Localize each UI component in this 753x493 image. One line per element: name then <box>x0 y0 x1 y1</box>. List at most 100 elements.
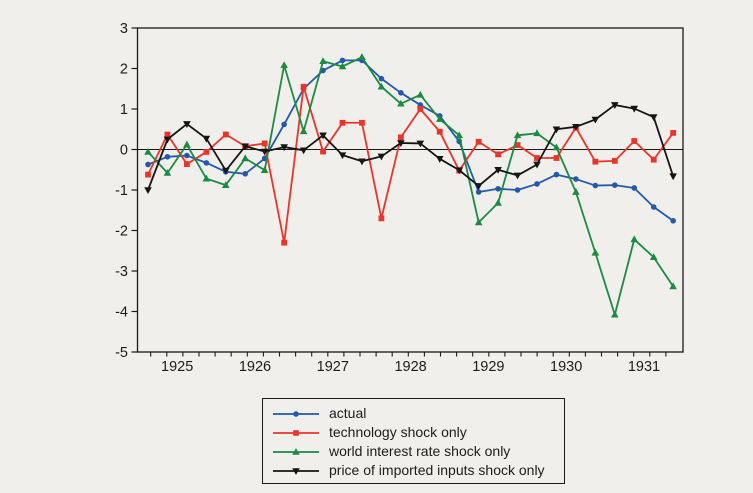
data-point <box>592 182 599 189</box>
x-year-label: 1925 <box>161 359 193 375</box>
legend-label-actual: actual <box>329 405 367 421</box>
data-point <box>475 189 482 195</box>
y-tick-label: 2 <box>120 62 128 78</box>
plot-border <box>136 27 684 353</box>
data-point <box>650 156 657 163</box>
data-point <box>435 115 444 122</box>
series-price-of-imported-inputs-shock-only <box>144 102 677 194</box>
data-point <box>300 83 307 90</box>
series-technology-shock-only <box>145 83 677 246</box>
data-point <box>203 149 210 155</box>
series-world-interest-rate-shock-only <box>144 53 677 318</box>
data-point <box>631 185 638 191</box>
actual-line-marker-icon <box>273 410 319 417</box>
data-point <box>553 171 560 178</box>
y-axis: 3 2 1 0 -1 -2 -3 -4 -5 <box>115 21 138 361</box>
data-point <box>144 187 152 194</box>
data-point <box>669 282 677 290</box>
data-point <box>397 140 405 148</box>
data-point <box>513 172 522 180</box>
x-year-label: 1926 <box>239 359 271 375</box>
y-tick-label: -4 <box>115 305 128 321</box>
legend-label-technology-shock: technology shock only <box>329 424 467 440</box>
data-point <box>145 171 151 178</box>
y-tick-label: 3 <box>120 21 128 37</box>
data-point <box>242 171 249 177</box>
data-point <box>241 143 250 151</box>
data-point <box>280 144 288 152</box>
data-point <box>398 90 404 96</box>
data-point <box>630 235 639 243</box>
data-point <box>436 128 443 135</box>
data-point <box>184 161 190 167</box>
data-point <box>164 131 171 138</box>
data-point <box>416 90 425 98</box>
data-point <box>649 253 658 261</box>
legend-item-world-interest-rate-shock: world interest rate shock only <box>273 442 564 461</box>
data-point <box>339 57 346 64</box>
technology-line-marker-icon <box>273 429 319 436</box>
data-point <box>261 140 268 147</box>
data-point <box>474 218 483 226</box>
series-line-technology-shock-only <box>147 85 674 244</box>
data-point <box>612 182 618 188</box>
data-point <box>591 116 600 124</box>
data-point <box>553 155 560 161</box>
data-point <box>494 198 502 206</box>
data-point <box>358 53 366 60</box>
data-point <box>281 121 287 128</box>
imported-inputs-line-marker-icon <box>273 467 319 475</box>
series-line-price-of-imported-inputs-shock-only <box>147 104 675 191</box>
data-point <box>319 132 327 140</box>
data-point <box>435 156 444 163</box>
data-point <box>222 131 229 138</box>
data-point <box>552 143 561 151</box>
data-point <box>455 167 463 175</box>
data-point <box>299 147 308 155</box>
x-year-label: 1930 <box>550 359 582 375</box>
legend-item-technology-shock: technology shock only <box>273 423 564 442</box>
data-point <box>670 217 676 224</box>
x-axis: 1925 1926 1927 1928 1929 1930 1931 <box>150 352 667 375</box>
y-tick-label: -5 <box>115 345 128 361</box>
y-tick-label: 1 <box>120 102 128 118</box>
data-point <box>378 215 385 222</box>
data-point <box>359 119 365 126</box>
data-point <box>591 248 600 256</box>
data-point <box>222 167 230 175</box>
legend-label-imported-inputs-shock: price of imported inputs shock only <box>329 462 545 478</box>
data-point <box>280 61 288 69</box>
data-point <box>534 181 540 187</box>
data-point <box>513 131 522 139</box>
data-point <box>669 173 677 181</box>
data-point <box>650 204 657 210</box>
data-point <box>572 188 580 195</box>
data-point <box>416 140 425 148</box>
y-tick-label: -1 <box>115 183 128 199</box>
data-point <box>552 126 561 134</box>
data-point <box>222 181 230 188</box>
data-point <box>417 106 424 112</box>
data-point <box>183 121 191 128</box>
data-point <box>649 114 658 122</box>
data-point <box>475 138 482 145</box>
data-point <box>299 127 308 135</box>
data-point <box>474 183 483 190</box>
data-point <box>397 99 405 107</box>
data-point <box>494 166 502 174</box>
data-point <box>320 148 326 155</box>
data-point <box>144 147 152 155</box>
data-point <box>339 119 346 126</box>
data-point <box>319 57 327 65</box>
data-point <box>455 131 463 139</box>
data-point <box>670 129 677 136</box>
y-tick-label: -2 <box>115 224 128 240</box>
y-tick-label: -3 <box>115 264 128 280</box>
series-actual <box>145 57 676 224</box>
data-point <box>145 161 151 168</box>
data-point <box>378 75 385 82</box>
data-point <box>260 166 269 173</box>
data-point <box>163 168 172 176</box>
